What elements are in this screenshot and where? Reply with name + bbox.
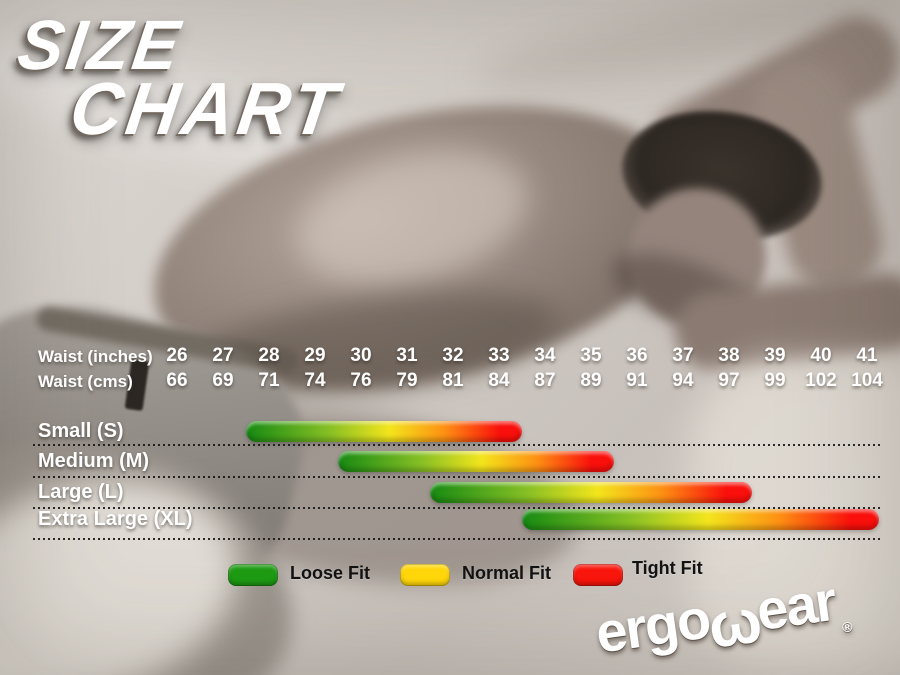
legend-label-tight-fit: Tight Fit [632, 558, 703, 578]
size-label-large-l: Large (L) [38, 481, 124, 503]
waist-inches-value: 26 [166, 345, 188, 366]
legend-swatch-loose-fit [228, 564, 278, 586]
waist-inches-value: 36 [626, 345, 648, 366]
size-bar-small-s [246, 421, 522, 442]
legend-swatch-normal-fit [400, 564, 450, 586]
waist-cms-value: 91 [626, 370, 648, 391]
waist-cms-value: 102 [805, 370, 837, 391]
waist-cms-value: 104 [851, 370, 883, 391]
waist-inches-value: 39 [764, 345, 786, 366]
waist-inches-value: 30 [350, 345, 372, 366]
size-bar-large-l [430, 482, 752, 503]
waist-cms-value: 94 [672, 370, 694, 391]
waist-cms-label: Waist (cms) [38, 372, 133, 391]
size-label-medium-m: Medium (M) [38, 450, 150, 472]
dotted-separator [33, 476, 880, 478]
legend-label-loose-fit: Loose Fit [290, 563, 370, 583]
waist-cms-value: 99 [764, 370, 786, 391]
waist-inches-value: 32 [442, 345, 464, 366]
waist-inches-value: 28 [258, 345, 280, 366]
brand-logo-text: ergo [591, 586, 713, 665]
waist-inches-value: 34 [534, 345, 556, 366]
waist-inches-value: 31 [396, 345, 418, 366]
registered-trademark-icon: ® [841, 618, 854, 636]
waist-cms-value: 74 [304, 370, 326, 391]
waist-inches-value: 40 [810, 345, 832, 366]
waist-inches-value: 35 [580, 345, 602, 366]
dotted-separator [33, 507, 880, 509]
waist-cms-value: 97 [718, 370, 740, 391]
title-line-chart: CHART [65, 67, 347, 150]
dotted-separator [33, 444, 880, 446]
brand-logo-w-glyph: ω [703, 585, 765, 662]
brand-logo-text: ear [752, 568, 839, 643]
waist-cms-value: 84 [488, 370, 510, 391]
waist-inches-value: 38 [718, 345, 740, 366]
waist-inches-value: 37 [672, 345, 694, 366]
waist-cms-value: 76 [350, 370, 372, 391]
legend-swatch-tight-fit [573, 564, 623, 586]
size-bar-extra-large-xl [522, 509, 879, 530]
size-label-extra-large-xl: Extra Large (XL) [38, 508, 193, 530]
waist-cms-value: 87 [534, 370, 556, 391]
waist-cms-value: 66 [166, 370, 188, 391]
waist-cms-value: 79 [396, 370, 418, 391]
legend-label-normal-fit: Normal Fit [462, 563, 552, 583]
waist-inches-value: 27 [212, 345, 234, 366]
waist-cms-value: 71 [258, 370, 280, 391]
waist-cms-value: 69 [212, 370, 234, 391]
dotted-separator [33, 538, 880, 540]
waist-cms-value: 81 [442, 370, 464, 391]
waist-inches-value: 29 [304, 345, 326, 366]
waist-inches-value: 41 [856, 345, 878, 366]
waist-inches-label: Waist (inches) [38, 347, 153, 366]
size-label-small-s: Small (S) [38, 420, 124, 442]
poster-title: SIZE CHART [13, 6, 347, 150]
waist-cms-value: 89 [580, 370, 602, 391]
size-bar-medium-m [338, 451, 614, 472]
waist-inches-value: 33 [488, 345, 510, 366]
